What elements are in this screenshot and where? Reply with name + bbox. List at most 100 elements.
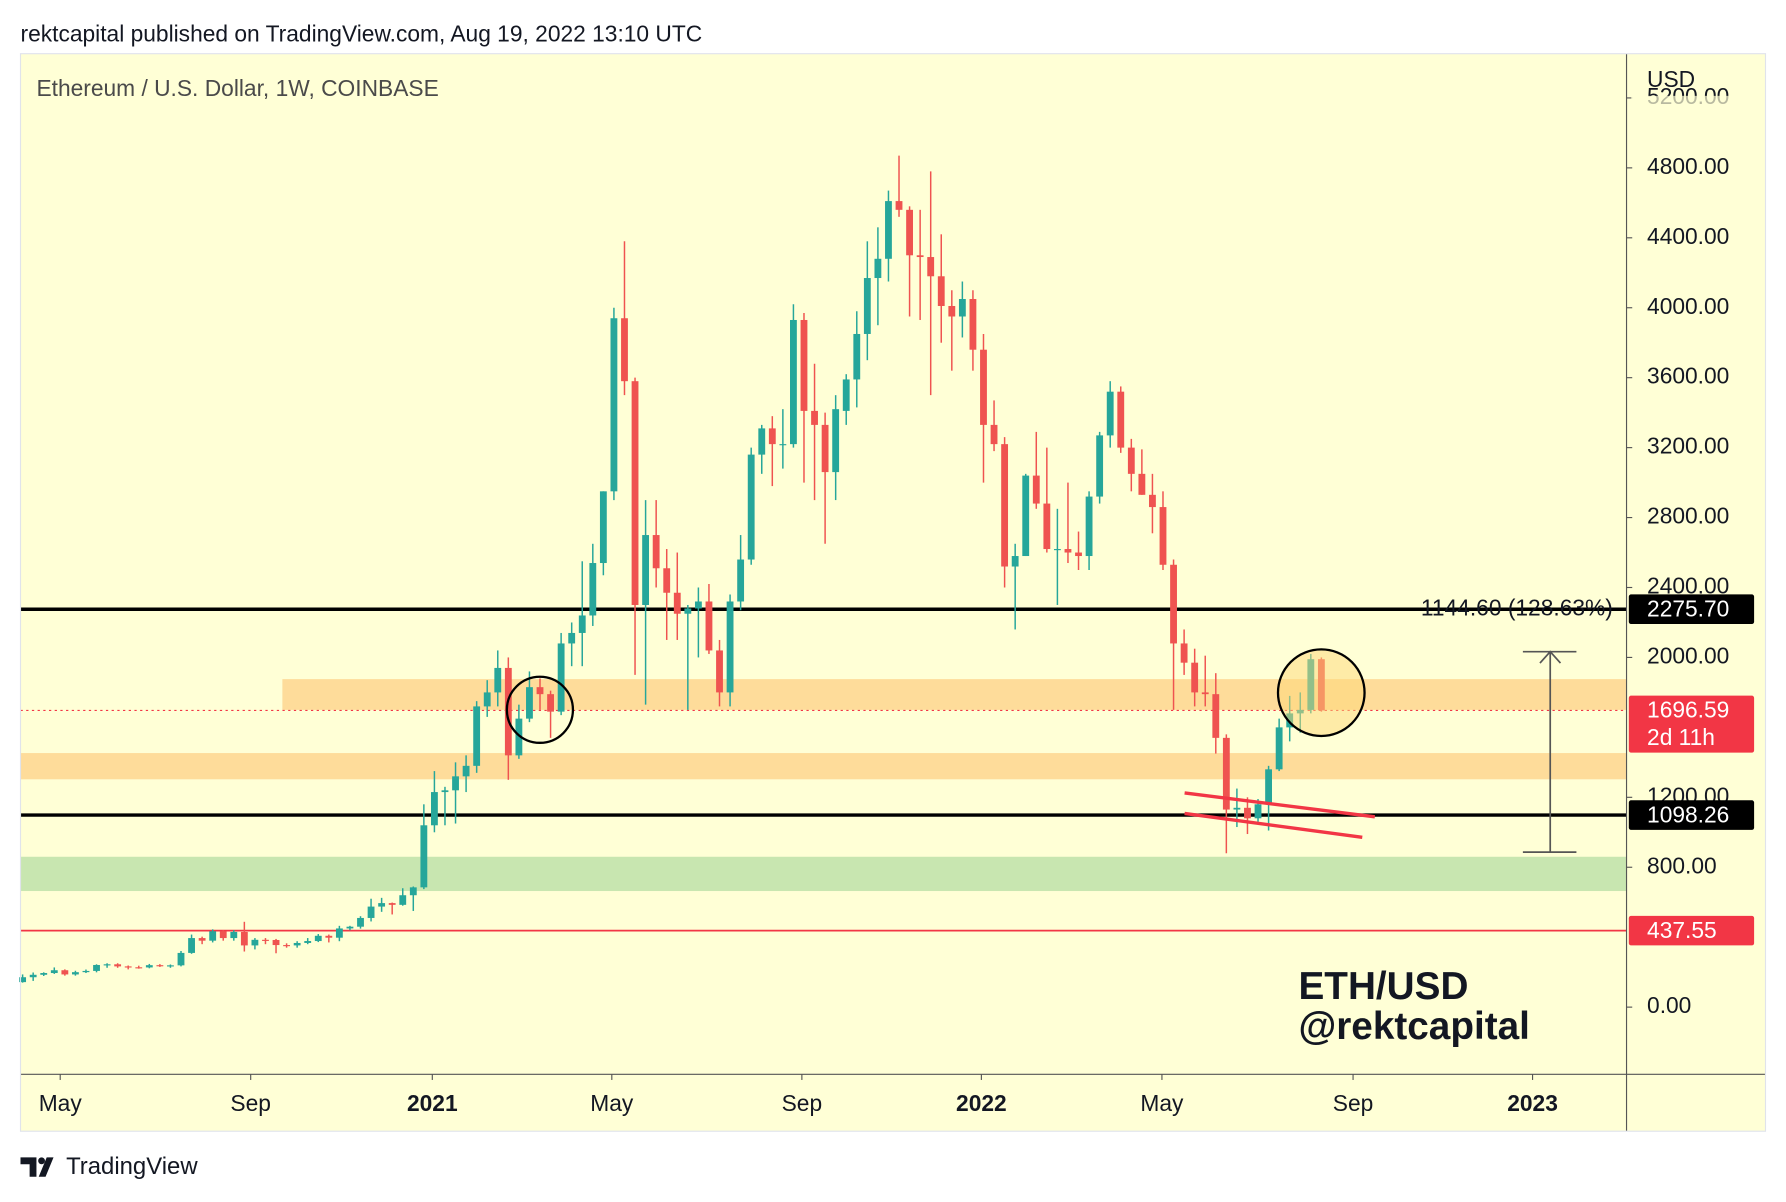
candle-body [652, 535, 660, 569]
candle-body [937, 276, 945, 306]
candle-body [1275, 727, 1283, 770]
candle-body [251, 939, 259, 946]
candle-body [1201, 692, 1209, 695]
candle-body [969, 299, 977, 350]
candle-body [103, 964, 111, 966]
highlight-circle [505, 675, 575, 744]
candle-body [557, 643, 565, 712]
candle-body [1096, 435, 1104, 497]
candle-body [335, 928, 343, 938]
candle-body [504, 667, 512, 756]
chart-background [20, 53, 1766, 1132]
candle-body [1075, 552, 1082, 557]
x-tick-label: Sep [1333, 1090, 1374, 1116]
candle-body [1053, 549, 1061, 551]
candle-body [568, 632, 576, 644]
candle-body [325, 935, 333, 938]
candle-body [990, 424, 998, 445]
zone [20, 856, 1627, 892]
candle-body [61, 970, 69, 975]
candle-body [114, 964, 122, 967]
candle-body [40, 973, 48, 975]
candle-body [874, 258, 882, 279]
candle-body [906, 209, 913, 256]
candle-body [842, 379, 850, 411]
chart-frame [19, 53, 1767, 1132]
candle-body [631, 381, 639, 605]
candle-body [747, 454, 755, 560]
candle-body [599, 491, 607, 564]
candle-body [1106, 391, 1114, 436]
candle-body [684, 608, 692, 614]
candle-body [1265, 769, 1273, 805]
candle-body [283, 945, 291, 947]
candle-body [1170, 564, 1177, 644]
channel-line [1184, 811, 1363, 840]
y-tick-label: 3600.00 [1647, 363, 1729, 389]
candle-body [1064, 549, 1072, 553]
candle-body [1180, 643, 1188, 663]
candle-body [916, 255, 924, 258]
candle-body [314, 935, 322, 942]
candle-body [1149, 494, 1156, 508]
candle-body [621, 318, 628, 382]
candle-body [399, 895, 407, 905]
candle-body [980, 349, 987, 425]
candle-body [1244, 807, 1251, 819]
watermark: @rektcapital [1298, 1005, 1529, 1048]
watermark: ETH/USD [1298, 965, 1468, 1008]
candle-body [50, 970, 58, 974]
measure-arrow [1539, 650, 1562, 664]
candle-body [230, 931, 238, 939]
candle-body [209, 931, 217, 941]
price-tag-label: 1696.59 [1647, 697, 1729, 723]
candle-body [1127, 447, 1135, 474]
candle-body [431, 792, 438, 826]
y-tick-label: 3200.00 [1647, 433, 1729, 459]
x-tick-label: Sep [230, 1090, 271, 1116]
zone [20, 753, 1627, 780]
candle-body [589, 563, 597, 616]
y-tick-label: 4400.00 [1647, 223, 1729, 249]
candle-body [1085, 496, 1093, 557]
x-tick-label: May [590, 1090, 634, 1116]
candle-body [948, 305, 956, 317]
candle-body [1191, 662, 1199, 693]
y-tick-label: 2000.00 [1647, 642, 1729, 668]
tradingview-logo [20, 1157, 54, 1177]
x-tick-label: 2022 [956, 1090, 1007, 1116]
price-tag-label: 1098.26 [1647, 801, 1729, 827]
candle-body [124, 966, 132, 968]
measure-label: 1144.60 (128.63%) [1421, 595, 1613, 621]
candle-body [219, 931, 227, 939]
candle-body [673, 592, 681, 614]
candle-body [388, 903, 396, 905]
candle-body [473, 706, 481, 766]
price-tag-label: 437.55 [1647, 917, 1717, 943]
candle-body [198, 938, 206, 941]
candle-body [483, 692, 491, 707]
candle-body [1159, 507, 1167, 565]
candle-body [895, 201, 903, 210]
candle-body [82, 970, 90, 973]
candle-body [832, 409, 840, 473]
candle-body [1032, 475, 1040, 504]
candle-body [420, 825, 428, 888]
candle-body [494, 667, 502, 693]
candle-body [346, 926, 354, 929]
x-tick-label: 2021 [407, 1090, 458, 1116]
candle-body [304, 941, 312, 943]
candle-body [610, 318, 618, 492]
price-tag [1628, 695, 1755, 753]
y-tick-label: 4800.00 [1647, 153, 1729, 179]
logo-icon [20, 1157, 54, 1177]
candle-body [1001, 444, 1009, 567]
candle-body [790, 319, 797, 445]
candle-body [800, 319, 808, 411]
candle-body [177, 952, 185, 966]
candle-body [779, 444, 787, 446]
candle-body [726, 601, 734, 693]
candle-body [167, 965, 174, 967]
candle-body [156, 965, 164, 967]
